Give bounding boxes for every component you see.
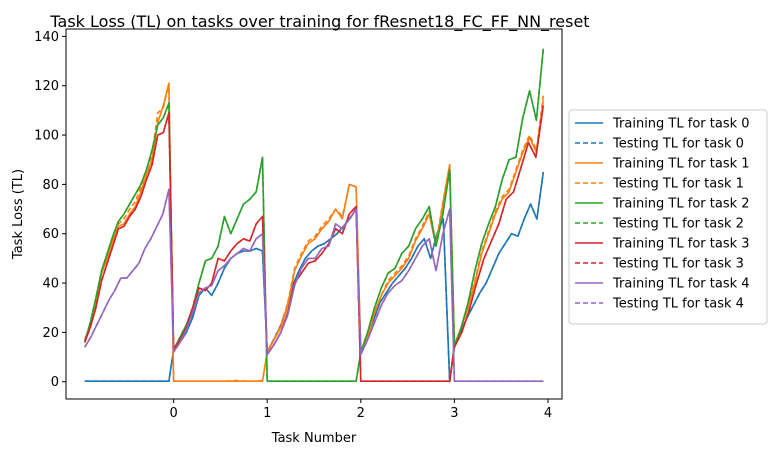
plot-area-frame xyxy=(65,28,563,400)
series-line-testing-tl-for-task-3 xyxy=(83,105,545,383)
series-line-training-tl-for-task-2 xyxy=(83,48,545,383)
legend-entry-label: Testing TL for task 0 xyxy=(612,137,744,152)
x-tick-label: 0 xyxy=(169,406,177,421)
y-tick-label: 140 xyxy=(34,30,59,45)
series-line-testing-tl-for-task-4 xyxy=(84,188,544,383)
y-tick-label: 100 xyxy=(34,129,59,144)
legend-entry-label: Training TL for task 4 xyxy=(612,277,750,292)
legend-entry-label: Training TL for task 2 xyxy=(612,197,750,212)
series-line-training-tl-for-task-0 xyxy=(84,171,545,383)
y-tick-label: 20 xyxy=(42,326,59,341)
legend-entry-label: Testing TL for task 1 xyxy=(612,177,744,192)
y-tick-label: 60 xyxy=(42,227,59,242)
y-tick-label: 40 xyxy=(42,277,59,292)
legend-entry-label: Testing TL for task 3 xyxy=(612,257,744,272)
legend-box xyxy=(568,109,768,325)
legend-entry-label: Training TL for task 0 xyxy=(612,117,750,132)
legend-entry-label: Training TL for task 3 xyxy=(612,237,750,252)
series-lines xyxy=(83,48,545,383)
x-tick-label: 1 xyxy=(263,406,271,421)
x-tick-label: 3 xyxy=(450,406,458,421)
series-line-testing-tl-for-task-1 xyxy=(83,82,545,383)
y-axis-label: Task Loss (TL) xyxy=(11,169,26,260)
y-tick-label: 0 xyxy=(51,375,59,390)
series-line-testing-tl-for-task-2 xyxy=(83,48,545,383)
x-tick-label: 4 xyxy=(544,406,552,421)
x-axis-label: Task Number xyxy=(271,431,357,446)
legend-entry-label: Training TL for task 1 xyxy=(612,157,750,172)
y-tick-label: 80 xyxy=(42,178,59,193)
legend: Training TL for task 0 Testing TL for tas… xyxy=(568,109,768,325)
x-axis-ticks: 0 1 2 3 4 xyxy=(169,399,552,421)
y-tick-label: 120 xyxy=(34,79,59,94)
series-line-testing-tl-for-task-0 xyxy=(84,171,545,383)
x-tick-label: 2 xyxy=(357,406,365,421)
y-axis-ticks: 0 20 40 60 80 100 120 140 xyxy=(34,30,66,390)
legend-entry-label: Testing TL for task 2 xyxy=(612,217,744,232)
chart-title: Task Loss (TL) on tasks over training fo… xyxy=(49,12,589,32)
legend-entry-label: Testing TL for task 4 xyxy=(612,297,744,312)
